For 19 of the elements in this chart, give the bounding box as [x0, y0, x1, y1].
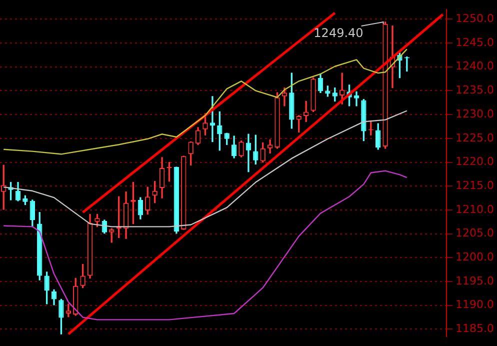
candlestick [354, 91, 360, 106]
y-tick-label: 1220.0 [456, 155, 494, 168]
candlestick [246, 134, 252, 172]
y-tick-label: 1195.0 [456, 274, 494, 288]
y-tick-label: 1200.0 [456, 250, 494, 264]
y-tick-label: 1190.0 [456, 298, 494, 312]
annotation: 1249.40 [314, 26, 364, 40]
y-tick-label: 1235.0 [456, 84, 494, 97]
y-tick-label: 1250.0 [456, 12, 494, 25]
y-tick-label: 1215.0 [456, 178, 494, 192]
y-tick-label: 1205.0 [456, 226, 494, 240]
y-tick-label: 1210.0 [456, 202, 494, 216]
y-tick-label: 1240.0 [456, 60, 494, 73]
candlestick [210, 96, 216, 142]
y-tick-label: 1245.0 [456, 36, 494, 49]
y-tick-label: 1225.0 [456, 131, 494, 144]
y-tick-label: 1230.0 [456, 107, 494, 120]
candlestick [303, 100, 309, 122]
y-tick-label: 1185.0 [456, 322, 494, 336]
